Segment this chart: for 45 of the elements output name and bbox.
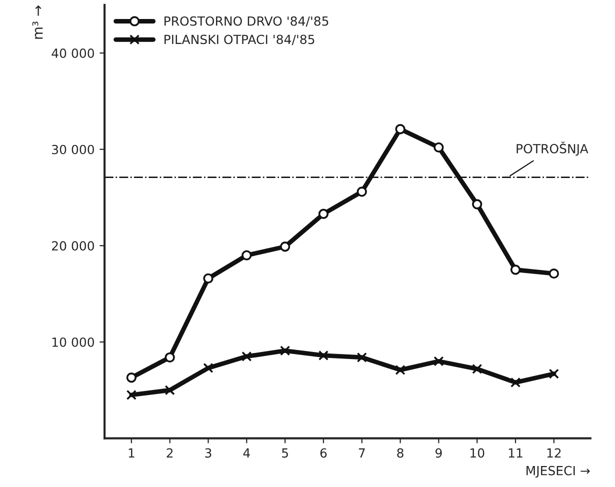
point	[472, 199, 482, 210]
point	[126, 390, 137, 400]
x-tick-label: 5	[282, 448, 288, 458]
point	[472, 364, 482, 374]
point	[203, 362, 214, 374]
point	[548, 368, 559, 379]
point	[395, 364, 406, 375]
x-tick-label: 7	[358, 448, 365, 458]
x-tick-label: 9	[436, 448, 442, 458]
legend-label: PROSTORNO DRVO '84/'85	[164, 16, 328, 27]
point	[164, 352, 175, 362]
x-tick-label: 6	[320, 448, 327, 458]
x-tick-label: 3	[205, 448, 212, 458]
point	[318, 350, 329, 361]
point	[280, 346, 290, 356]
ref-line-label: POTROŠNJA	[516, 142, 588, 156]
y-tick-label: 20 000	[52, 241, 94, 251]
y-tick-label: 30 000	[52, 144, 94, 154]
point	[242, 351, 252, 362]
point	[242, 250, 252, 260]
point	[164, 385, 175, 396]
x-tick-label: 10	[470, 448, 484, 458]
y-axis-title: m³ →	[32, 6, 43, 39]
x-tick-label: 2	[166, 448, 173, 458]
x-tick-label: 4	[243, 448, 250, 458]
point	[510, 264, 521, 275]
x-tick-label: 12	[547, 448, 561, 458]
point	[203, 273, 214, 284]
point	[510, 377, 521, 388]
point	[434, 356, 444, 366]
point	[434, 142, 444, 152]
y-tick-label: 10 000	[52, 337, 94, 347]
point	[548, 268, 559, 279]
x-tick-label: 11	[508, 448, 522, 458]
point	[280, 242, 290, 252]
point	[356, 352, 367, 362]
legend-label: PILANSKI OTPACI '84/'85	[164, 34, 314, 46]
x-tick-label: 1	[128, 448, 134, 458]
x-axis-title: MJESECI →	[526, 466, 590, 478]
point	[318, 208, 329, 219]
x-tick-label: 8	[397, 448, 404, 458]
point	[356, 186, 367, 197]
point	[126, 372, 137, 383]
point	[395, 124, 406, 134]
y-tick-label: 40 000	[52, 48, 94, 58]
